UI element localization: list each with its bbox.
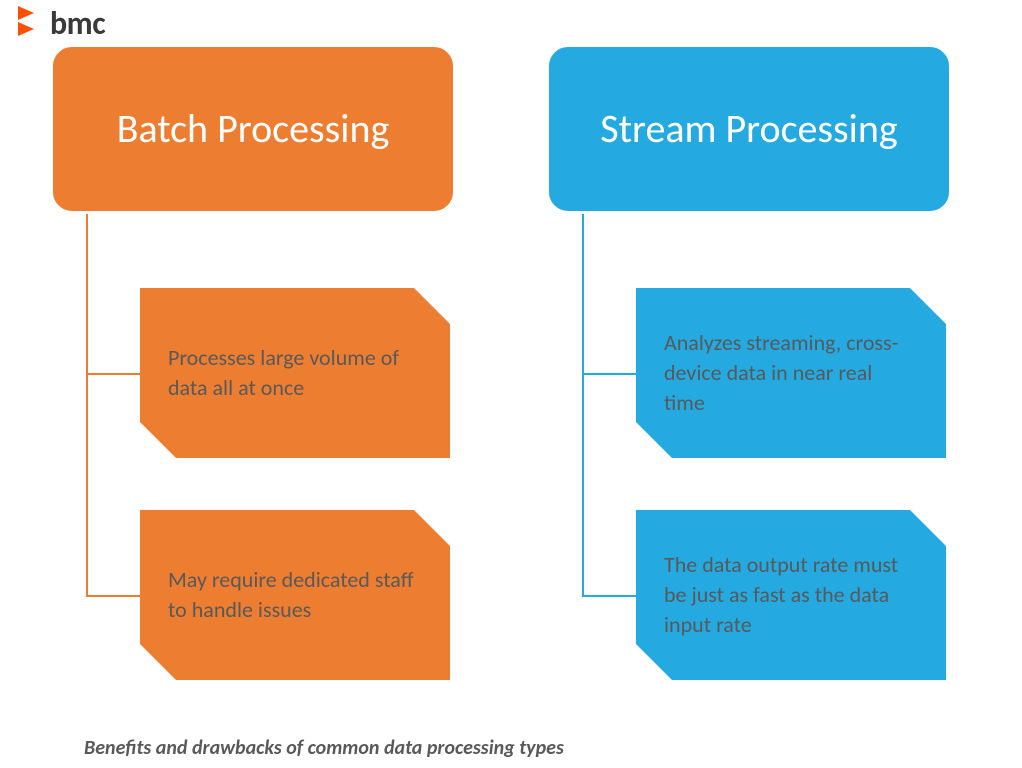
child-text: May require dedicated staff to handle is… xyxy=(168,565,422,624)
child-text: Processes large volume of data all at on… xyxy=(168,343,422,402)
column-stream: Stream Processing Analyzes streaming, cr… xyxy=(546,44,952,214)
child-box: Processes large volume of data all at on… xyxy=(140,288,450,458)
bmc-chevron-icon xyxy=(16,4,44,43)
branch-line xyxy=(582,595,636,597)
connector-line xyxy=(582,214,584,596)
header-stream: Stream Processing xyxy=(546,44,952,214)
header-batch: Batch Processing xyxy=(50,44,456,214)
child-text: The data output rate must be just as fas… xyxy=(664,550,918,639)
branch-line xyxy=(86,595,140,597)
branch-line xyxy=(582,373,636,375)
bmc-logo: bmc xyxy=(16,4,105,43)
child-text: Analyzes streaming, cross-device data in… xyxy=(664,328,918,417)
header-title: Batch Processing xyxy=(117,106,390,152)
branch-line xyxy=(86,373,140,375)
header-title: Stream Processing xyxy=(600,106,897,152)
caption: Benefits and drawbacks of common data pr… xyxy=(84,736,564,760)
column-batch: Batch Processing Processes large volume … xyxy=(50,44,456,214)
connector-line xyxy=(86,214,88,596)
diagram: Batch Processing Processes large volume … xyxy=(50,44,952,214)
child-box: May require dedicated staff to handle is… xyxy=(140,510,450,680)
child-box: The data output rate must be just as fas… xyxy=(636,510,946,680)
child-box: Analyzes streaming, cross-device data in… xyxy=(636,288,946,458)
bmc-logo-text: bmc xyxy=(50,4,105,43)
